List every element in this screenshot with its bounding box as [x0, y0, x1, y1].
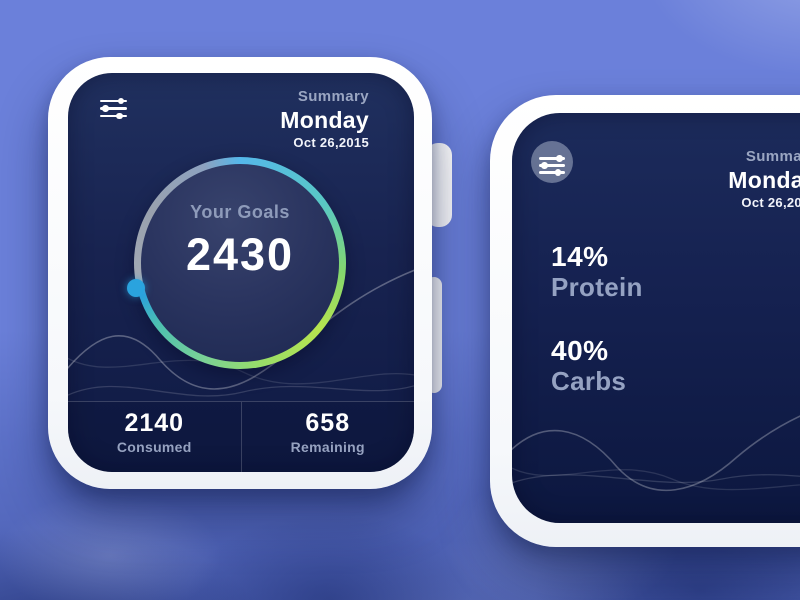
remaining-value: 658	[305, 409, 351, 437]
summary-label: Summary	[297, 88, 369, 105]
macro-carbs: 40% Carbs	[551, 335, 643, 397]
right-watch-screen: Summary Monday Oct 26,2015 14% Protein 4…	[512, 113, 800, 523]
remaining-stat: 658 Remaining	[240, 402, 415, 472]
day-label: Monday	[280, 106, 369, 133]
goal-value: 2430	[185, 229, 295, 280]
protein-label: Protein	[551, 272, 643, 303]
consumed-value: 2140	[124, 409, 185, 437]
date-label: Oct 26,2015	[741, 194, 800, 210]
left-watch-screen: Summary Monday Oct 26,2015 Your Goals 24…	[68, 73, 414, 472]
summary-label: Summary	[745, 148, 800, 165]
sliders-icon[interactable]	[98, 93, 129, 124]
protein-percent: 14%	[551, 241, 609, 272]
calorie-stats: 2140 Consumed 658 Remaining	[68, 401, 414, 472]
consumed-stat: 2140 Consumed	[68, 402, 241, 472]
summary-header: Summary Monday Oct 26,2015	[68, 88, 369, 150]
macro-protein: 14% Protein	[551, 241, 643, 303]
day-label: Monday	[728, 166, 800, 193]
sliders-icon[interactable]	[531, 141, 573, 183]
carbs-label: Carbs	[551, 366, 627, 397]
progress-dot	[127, 279, 145, 297]
macro-list: 14% Protein 40% Carbs	[551, 241, 643, 429]
remaining-label: Remaining	[290, 439, 365, 455]
carbs-percent: 40%	[551, 335, 609, 367]
date-label: Oct 26,2015	[293, 134, 369, 150]
consumed-label: Consumed	[116, 439, 192, 455]
goal-label: Your Goals	[190, 202, 290, 222]
goal-progress-ring: Your Goals 2430	[127, 157, 346, 369]
summary-header: Summary Monday Oct 26,2015	[512, 148, 800, 210]
goal-dial: Your Goals 2430	[141, 164, 339, 362]
